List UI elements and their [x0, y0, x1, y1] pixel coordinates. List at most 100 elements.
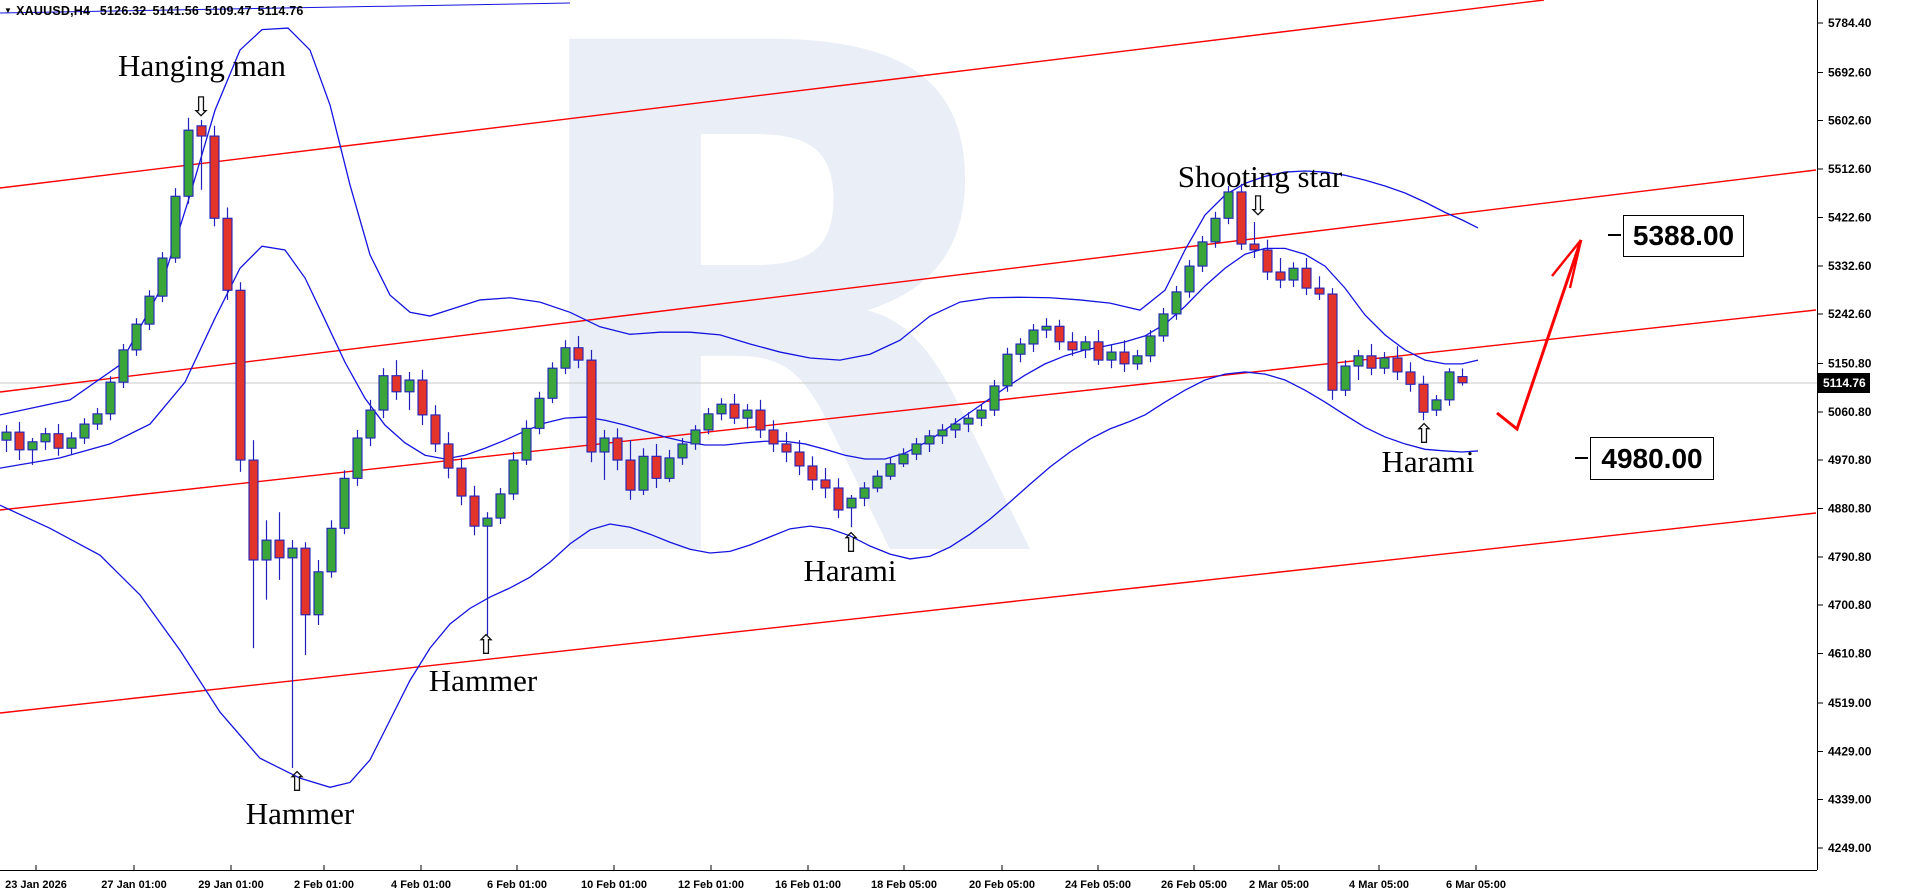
candle-bullish [742, 409, 753, 419]
price-axis-label: 5512.60 [1828, 162, 1872, 176]
channel-trendline-3[interactable] [0, 309, 1817, 511]
time-axis-label: 2 Feb 01:00 [294, 879, 354, 891]
time-axis-label: 18 Feb 05:00 [871, 879, 937, 891]
price-axis-label: 4970.80 [1828, 453, 1872, 467]
candle-bullish [872, 475, 883, 489]
pattern-label-hammer[interactable]: Hammer [428, 663, 538, 698]
candle-bullish [170, 195, 181, 259]
price-target-box-4980.00[interactable]: 4980.00 [1590, 437, 1714, 480]
ohlc-low: 5109.47 [205, 4, 252, 18]
chevron-down-icon[interactable]: ▼ [4, 6, 13, 15]
time-axis-label: 26 Feb 05:00 [1161, 879, 1227, 891]
candle-bullish [534, 397, 545, 429]
candle-bullish [1041, 325, 1052, 331]
candle-bullish [703, 413, 714, 431]
upper-band-offscreen-line [0, 2, 571, 14]
candle-bearish [833, 487, 844, 511]
hollow-arrow-down-icon[interactable]: ⇩ [1246, 191, 1270, 222]
hollow-arrow-up-icon[interactable]: ⇧ [474, 630, 498, 661]
candle-bearish [209, 135, 220, 219]
candle-bearish [274, 539, 285, 559]
candle-bearish [14, 431, 25, 451]
price-axis[interactable]: 5784.40 5692.60 5602.60 5512.60 5422.60 5332.… [1817, 16, 1872, 855]
price-axis-label: 5060.80 [1828, 405, 1872, 419]
hollow-arrow-up-icon[interactable]: ⇧ [1412, 419, 1436, 450]
candle-bullish [690, 429, 701, 445]
time-axis-label: 12 Feb 01:00 [678, 879, 744, 891]
time-axis-label: 27 Jan 01:00 [101, 879, 166, 891]
candle-bullish [937, 429, 948, 437]
time-axis-label: 4 Mar 05:00 [1349, 879, 1409, 891]
price-axis-label: 4610.80 [1828, 647, 1872, 661]
candle-bearish [456, 467, 467, 497]
time-axis-label: 6 Mar 05:00 [1446, 879, 1506, 891]
candle-bearish [1405, 371, 1416, 385]
candle-bullish [1132, 355, 1143, 365]
candle-bullish [261, 539, 272, 561]
time-axis-label: 29 Jan 01:00 [198, 879, 263, 891]
candle-bullish [313, 571, 324, 616]
current-price-badge: 5114.76 [1818, 372, 1870, 393]
hollow-arrow-up-icon[interactable]: ⇧ [285, 767, 309, 798]
candle-bearish [1067, 341, 1078, 351]
candle-bearish [1327, 293, 1338, 391]
channel-trendline-4[interactable] [0, 512, 1817, 714]
candle-bearish [1418, 383, 1429, 413]
candle-bearish [586, 359, 597, 453]
candle-bullish [495, 493, 506, 519]
candle-bearish [1249, 243, 1260, 251]
candle-bullish [1158, 313, 1169, 337]
time-axis-label: 24 Feb 05:00 [1065, 879, 1131, 891]
candle-bullish [339, 477, 350, 529]
candle-bearish [417, 379, 428, 416]
candle-bullish [105, 381, 116, 415]
candle-bullish [157, 257, 168, 297]
candle-bullish [989, 385, 1000, 411]
time-axis[interactable]: 23 Jan 2026 27 Jan 01:00 29 Jan 01:00 2 Feb… [5, 865, 1506, 891]
price-axis-label: 5332.60 [1828, 259, 1872, 273]
candle-bullish [638, 455, 649, 491]
pattern-label-hammer[interactable]: Hammer [245, 796, 355, 831]
pattern-label-shooting-star[interactable]: Shooting star [1177, 159, 1343, 194]
symbol-period: XAUUSD,H4 [16, 4, 91, 18]
plot-area[interactable] [0, 0, 1817, 788]
ohlc-close: 5114.76 [257, 4, 304, 18]
candle-bearish [794, 451, 805, 467]
candle-bullish [1145, 335, 1156, 357]
candle-bearish [820, 479, 831, 489]
channel-trendline-2[interactable] [0, 169, 1817, 393]
price-axis-label: 4790.80 [1828, 550, 1872, 564]
candle-bullish [1353, 355, 1364, 367]
projection-arrow[interactable] [1496, 239, 1583, 432]
price-axis-label: 4519.00 [1828, 696, 1872, 710]
symbol-ohlc-header: ▼ XAUUSD,H4 5126.32 5141.56 5109.47 5114.76 [4, 4, 310, 18]
channel-trendline-1[interactable] [0, 0, 1545, 189]
candle-bullish [1431, 399, 1442, 411]
candle-bullish [40, 433, 51, 443]
price-axis-label: 4700.80 [1828, 598, 1872, 612]
candle-bullish [898, 453, 909, 465]
bollinger-middle-band [0, 245, 1479, 469]
candle-bearish [248, 459, 259, 561]
candle-bullish [521, 427, 532, 461]
hollow-arrow-up-icon[interactable]: ⇧ [839, 528, 863, 559]
candle-bullish [1288, 267, 1299, 281]
candle-bullish [859, 487, 870, 499]
candle-bullish [1210, 217, 1221, 243]
candle-bullish [950, 423, 961, 431]
broker-watermark-logo: R [505, 0, 1045, 715]
pattern-label-harami[interactable]: Harami [803, 553, 897, 588]
pattern-label-harami[interactable]: Harami [1381, 444, 1475, 479]
candle-bearish [391, 375, 402, 393]
price-target-box-5388.00[interactable]: 5388.00 [1623, 215, 1744, 257]
time-axis-label: 10 Feb 01:00 [581, 879, 647, 891]
candle-bearish [729, 403, 740, 419]
time-axis-label: 4 Feb 01:00 [391, 879, 451, 891]
candle-bearish [222, 217, 233, 291]
hollow-arrow-down-icon[interactable]: ⇩ [189, 92, 213, 123]
candle-bearish [469, 495, 480, 527]
pattern-label-hanging-man[interactable]: Hanging man [118, 48, 286, 83]
target-connector-dash [1575, 456, 1588, 459]
candle-bullish [508, 459, 519, 495]
